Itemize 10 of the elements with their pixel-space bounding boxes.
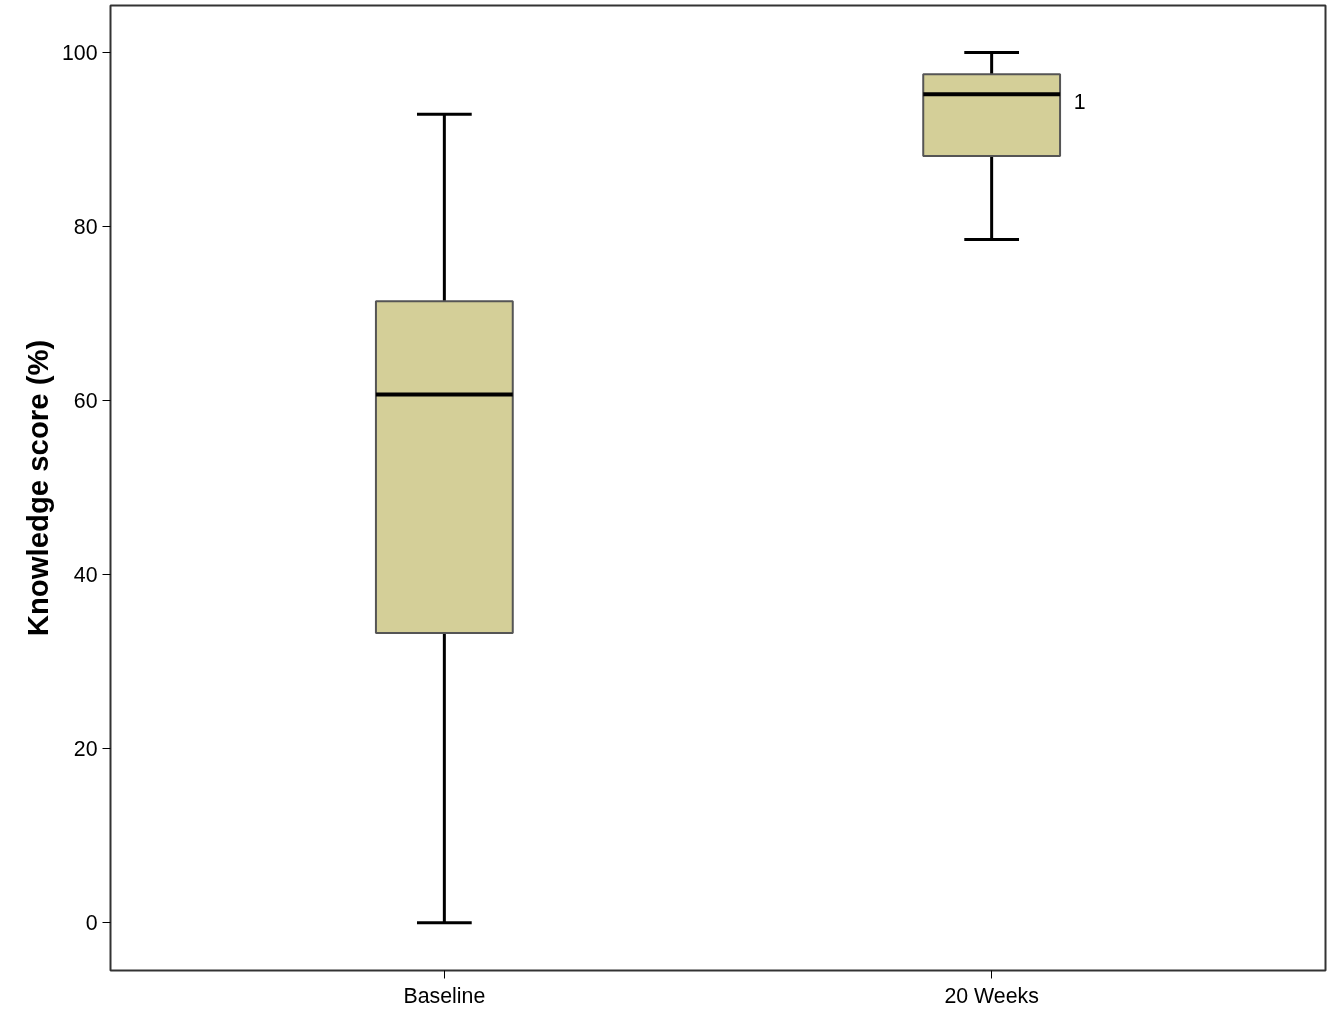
x-tick-label: 20 Weeks <box>944 983 1039 1008</box>
y-tick-label: 100 <box>61 40 98 65</box>
y-tick-label: 80 <box>73 215 98 240</box>
y-tick-label: 60 <box>73 389 98 414</box>
y-tick-label: 20 <box>73 737 98 762</box>
y-axis-title: Knowledge score (%) <box>20 339 54 637</box>
y-tick-label: 40 <box>73 563 98 588</box>
annotation: 1 <box>1073 89 1086 114</box>
y-tick-label: 0 <box>85 911 98 936</box>
x-tick-label: Baseline <box>403 983 486 1008</box>
